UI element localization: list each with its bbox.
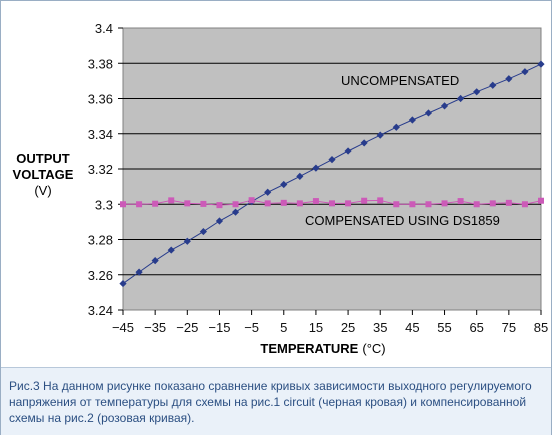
data-point-uncompensated: [135, 268, 143, 276]
data-point-compensated: [232, 201, 239, 208]
y-tick-label: 3.34: [88, 127, 113, 142]
x-axis-title: TEMPERATURE (°C): [260, 341, 385, 356]
data-point-compensated: [425, 201, 432, 208]
data-point-uncompensated: [344, 147, 352, 155]
annotation-compensated: COMPENSATED USING DS1859: [305, 213, 500, 228]
chart: 3.24 3.26 3.28 3.3 3.32 3.34 3.36 3.38 3.4 −45 −3…: [13, 21, 549, 356]
data-point-compensated: [296, 200, 303, 207]
x-tick-label: 65: [469, 320, 483, 335]
x-axis-title-text: TEMPERATURE: [260, 341, 358, 356]
y-tick-label: 3.38: [88, 56, 113, 71]
y-axis-title-line1: OUTPUT: [16, 151, 70, 166]
annotation-uncompensated: UNCOMPENSATED: [341, 73, 459, 88]
data-point-uncompensated: [537, 60, 545, 68]
data-point-compensated: [441, 200, 448, 207]
data-point-uncompensated: [296, 172, 304, 181]
figure-caption: Рис.3 На данном рисунке показано сравнен…: [1, 367, 551, 435]
data-point-uncompensated: [376, 131, 384, 139]
series-markers: [119, 60, 545, 288]
data-point-compensated: [280, 199, 287, 206]
data-point-compensated: [312, 198, 319, 205]
data-point-compensated: [361, 197, 368, 204]
x-tick-label: −25: [176, 320, 198, 335]
data-point-uncompensated: [280, 180, 288, 189]
y-tick-label: 3.32: [88, 162, 113, 177]
data-point-uncompensated: [505, 75, 513, 83]
caption-text: Рис.3 На данном рисунке показано сравнен…: [9, 379, 532, 425]
data-point-uncompensated: [392, 123, 400, 131]
data-point-uncompensated: [457, 94, 465, 103]
y-tick-label: 3.3: [95, 197, 113, 212]
data-point-uncompensated: [119, 279, 127, 288]
data-point-uncompensated: [473, 88, 481, 96]
y-tick-label: 3.4: [95, 21, 113, 36]
data-point-uncompensated: [151, 257, 159, 265]
data-point-uncompensated: [424, 109, 433, 117]
x-tick-label: −35: [144, 320, 166, 335]
x-tick-label: 45: [405, 320, 419, 335]
x-axis-ticks: −45 −35 −25 −15 −5 5 15 25 35 45 55 65 75 85: [112, 310, 548, 335]
data-point-uncompensated: [199, 227, 207, 236]
data-point-compensated: [538, 197, 544, 204]
y-axis-ticks: 3.24 3.26 3.28 3.3 3.32 3.34 3.36 3.38 3.4: [88, 21, 123, 318]
data-point-uncompensated: [489, 81, 497, 89]
y-tick-label: 3.24: [88, 303, 113, 318]
y-tick-label: 3.28: [88, 233, 113, 248]
data-point-compensated: [489, 200, 496, 207]
x-tick-label: −5: [244, 320, 259, 335]
data-point-compensated: [152, 200, 159, 207]
data-point-compensated: [248, 197, 255, 204]
data-point-uncompensated: [312, 164, 320, 172]
data-point-uncompensated: [215, 217, 224, 225]
y-tick-label: 3.36: [88, 92, 113, 107]
y-axis-title-line2: VOLTAGE: [13, 167, 74, 182]
data-point-compensated: [505, 199, 512, 206]
data-point-compensated: [473, 201, 480, 208]
data-point-uncompensated: [183, 237, 191, 245]
x-tick-label: 55: [437, 320, 451, 335]
data-point-compensated: [521, 201, 528, 208]
data-point-uncompensated: [231, 208, 240, 216]
data-point-compensated: [184, 200, 191, 207]
y-tick-label: 3.26: [88, 268, 113, 283]
data-point-uncompensated: [440, 102, 449, 110]
x-tick-label: 25: [341, 320, 355, 335]
x-tick-label: 75: [502, 320, 516, 335]
data-point-compensated: [168, 197, 175, 204]
data-point-compensated: [393, 201, 400, 208]
data-point-compensated: [120, 201, 126, 208]
gridlines: [123, 62, 541, 276]
data-point-compensated: [264, 200, 271, 207]
x-axis-unit: (°C): [362, 341, 385, 356]
data-point-compensated: [345, 200, 352, 207]
data-point-uncompensated: [360, 139, 368, 147]
x-tick-label: −15: [208, 320, 230, 335]
x-tick-label: 85: [534, 320, 548, 335]
x-tick-label: 35: [373, 320, 387, 335]
data-point-compensated: [216, 202, 223, 209]
data-point-compensated: [457, 198, 464, 205]
data-point-uncompensated: [521, 68, 529, 76]
data-point-compensated: [329, 200, 335, 207]
x-tick-label: 5: [280, 320, 287, 335]
y-axis-unit: (V): [34, 183, 51, 198]
x-tick-label: −45: [112, 320, 134, 335]
data-point-compensated: [409, 201, 416, 208]
data-point-compensated: [136, 201, 143, 208]
data-point-uncompensated: [167, 246, 175, 254]
data-point-compensated: [377, 197, 384, 204]
data-point-compensated: [200, 200, 207, 207]
data-point-uncompensated: [408, 116, 416, 124]
data-point-uncompensated: [328, 156, 336, 164]
x-tick-label: 15: [309, 320, 323, 335]
data-point-uncompensated: [264, 188, 272, 196]
